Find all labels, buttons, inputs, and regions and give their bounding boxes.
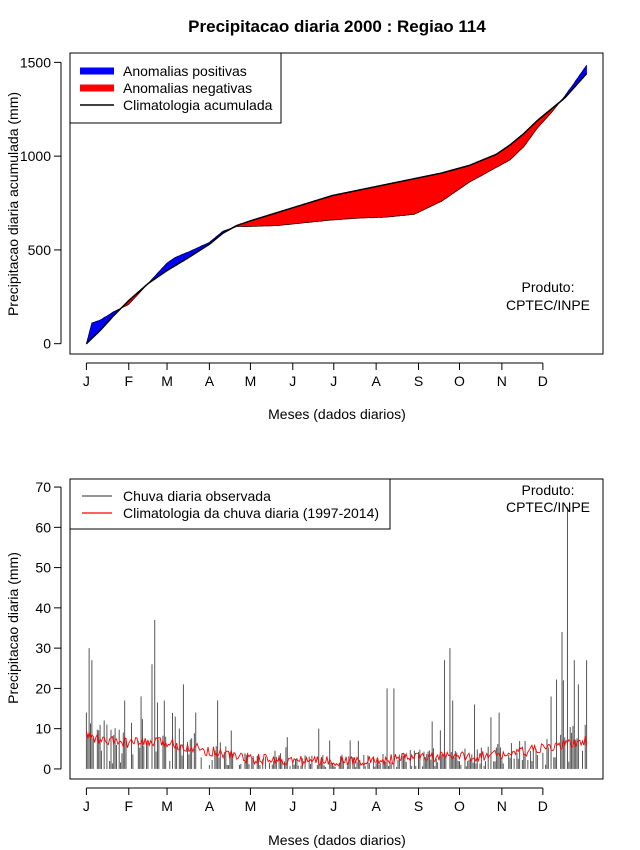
- y-tick-label: 30: [35, 640, 51, 656]
- y-tick-label: 0: [43, 336, 51, 352]
- watermark-line1: Produto:: [522, 482, 575, 498]
- watermark-line2: CPTEC/INPE: [506, 297, 590, 313]
- x-tick-label: F: [124, 798, 133, 814]
- cumulative-legend: Anomalias positivas Anomalias negativas …: [69, 52, 282, 124]
- x-tick-label: N: [497, 798, 507, 814]
- y-tick-label: 0: [43, 761, 51, 777]
- x-tick-label: J: [83, 798, 90, 814]
- x-tick-label: J: [83, 373, 90, 389]
- x-tick-label: J: [289, 373, 296, 389]
- watermark-line2: CPTEC/INPE: [506, 499, 590, 515]
- x-tick-label: S: [414, 373, 423, 389]
- x-tick-label: O: [454, 798, 465, 814]
- legend-box: [69, 478, 391, 530]
- x-tick-label: M: [161, 373, 173, 389]
- legend-label-climatology: Climatologia acumulada: [123, 97, 273, 113]
- observed-cumulative-outline: [86, 65, 587, 344]
- y-tick-label: 40: [35, 600, 51, 616]
- y-tick-label: 10: [35, 721, 51, 737]
- y-tick-label: 70: [35, 479, 51, 495]
- x-tick-label: N: [497, 373, 507, 389]
- chart-title: Precipitacao diaria 2000 : Regiao 114: [188, 17, 486, 36]
- x-tick-label: J: [330, 373, 337, 389]
- cumulative-plot-box: [69, 52, 604, 355]
- anomaly-areas: [85, 64, 587, 345]
- x-tick-label: M: [245, 373, 257, 389]
- x-tick-label: A: [205, 798, 215, 814]
- x-tick-label: A: [371, 373, 381, 389]
- climatology-cumulative-line: [85, 73, 588, 345]
- daily-ylabel: Precipitacao diaria (mm): [5, 552, 21, 704]
- x-tick-label: M: [161, 798, 173, 814]
- y-tick-label: 500: [28, 242, 52, 258]
- y-tick-label: 50: [35, 560, 51, 576]
- x-tick-label: A: [205, 373, 215, 389]
- cumulative-ylabel: Precipitacao diaria acumulada (mm): [5, 92, 21, 316]
- cumulative-axes: J F M A M J J A S O N D 0 500 1000 1500: [20, 54, 548, 389]
- watermark-line1: Produto:: [522, 279, 575, 295]
- cumulative-panel: J F M A M J J A S O N D 0 500 1000 1500 Meses (dados di…: [5, 52, 604, 422]
- legend-label-observed: Chuva diaria observada: [123, 488, 271, 504]
- climatology-daily-line: [85, 730, 588, 768]
- daily-xlabel: Meses (dados diarios): [268, 832, 406, 848]
- y-tick-label: 20: [35, 680, 51, 696]
- x-tick-label: S: [414, 798, 423, 814]
- x-tick-label: F: [124, 373, 133, 389]
- x-tick-label: D: [538, 373, 548, 389]
- x-tick-label: J: [289, 798, 296, 814]
- legend-label-climatology: Climatologia da chuva diaria (1997-2014): [123, 505, 379, 521]
- x-tick-label: D: [538, 798, 548, 814]
- cumulative-xlabel: Meses (dados diarios): [268, 406, 406, 422]
- x-tick-label: O: [454, 373, 465, 389]
- daily-panel: J F M A M J J A S O N D 0 10 20 30 40 50 60 70 Meses (dados…: [5, 478, 604, 848]
- daily-legend: Chuva diaria observada Climatologia da c…: [69, 478, 391, 530]
- y-tick-label: 60: [35, 519, 51, 535]
- y-tick-label: 1500: [20, 54, 51, 70]
- y-tick-label: 1000: [20, 148, 51, 164]
- x-tick-label: A: [371, 798, 381, 814]
- x-tick-label: M: [245, 798, 257, 814]
- legend-label-positive: Anomalias positivas: [123, 63, 247, 79]
- legend-label-negative: Anomalias negativas: [123, 80, 252, 96]
- x-tick-label: J: [330, 798, 337, 814]
- observed-daily-bars: [85, 507, 588, 769]
- daily-axes: J F M A M J J A S O N D 0 10 20 30 40 50 60 70: [35, 479, 548, 814]
